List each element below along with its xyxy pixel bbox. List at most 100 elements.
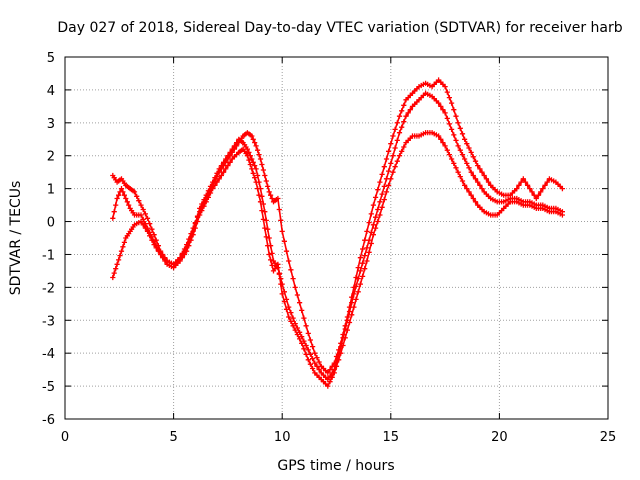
data-point bbox=[449, 126, 455, 132]
data-point bbox=[327, 373, 333, 379]
data-point bbox=[286, 304, 292, 310]
data-point bbox=[355, 276, 361, 282]
data-point bbox=[265, 226, 271, 232]
data-point bbox=[292, 321, 298, 327]
data-point bbox=[312, 350, 318, 356]
plot-frame bbox=[64, 56, 609, 420]
data-point bbox=[375, 218, 381, 225]
data-point bbox=[266, 251, 272, 258]
data-point bbox=[470, 172, 476, 179]
data-point bbox=[373, 194, 379, 200]
data-point bbox=[355, 265, 361, 271]
data-point bbox=[223, 166, 229, 172]
data-point bbox=[121, 192, 127, 198]
data-point bbox=[466, 189, 472, 195]
data-point bbox=[453, 113, 459, 119]
data-point bbox=[290, 315, 296, 321]
data-point bbox=[256, 179, 262, 185]
data-point bbox=[281, 238, 287, 244]
data-point bbox=[149, 234, 155, 240]
data-point bbox=[462, 182, 468, 188]
data-point bbox=[269, 250, 275, 256]
data-point bbox=[225, 163, 231, 169]
data-point bbox=[113, 266, 119, 272]
data-point bbox=[438, 103, 444, 109]
data-point bbox=[457, 125, 463, 131]
data-point bbox=[307, 361, 313, 367]
data-point bbox=[316, 359, 322, 365]
data-point bbox=[111, 270, 117, 276]
data-point bbox=[329, 370, 335, 376]
data-point bbox=[392, 164, 398, 170]
data-point bbox=[278, 217, 284, 223]
y-tick-label: 2 bbox=[47, 150, 55, 165]
data-point bbox=[116, 257, 122, 263]
data-point bbox=[142, 211, 148, 217]
data-point bbox=[260, 216, 266, 222]
data-point bbox=[303, 323, 309, 329]
data-point bbox=[442, 143, 448, 149]
data-point bbox=[294, 325, 300, 331]
data-point bbox=[468, 192, 474, 198]
data-point bbox=[305, 347, 311, 353]
data-point bbox=[283, 296, 290, 302]
y-tick-label: -1 bbox=[42, 248, 55, 263]
data-point bbox=[453, 137, 459, 143]
data-point bbox=[303, 342, 309, 349]
data-point bbox=[373, 214, 379, 220]
data-point bbox=[252, 175, 258, 181]
data-point bbox=[538, 189, 544, 195]
data-point bbox=[459, 178, 466, 184]
data-point bbox=[373, 225, 379, 231]
data-point bbox=[362, 253, 368, 259]
x-tick-label: 0 bbox=[61, 430, 69, 445]
data-point bbox=[472, 158, 479, 164]
data-point bbox=[120, 244, 126, 250]
data-point bbox=[305, 330, 311, 336]
data-point bbox=[466, 165, 472, 171]
data-point bbox=[314, 355, 320, 361]
grid bbox=[65, 57, 608, 419]
data-point bbox=[357, 255, 363, 261]
data-point bbox=[446, 152, 452, 158]
data-point bbox=[477, 166, 483, 172]
y-tick-label: -3 bbox=[42, 314, 55, 329]
data-point bbox=[190, 228, 196, 234]
data-point bbox=[338, 344, 344, 350]
x-tick-labels: 0 5 10 15 20 25 bbox=[61, 430, 616, 445]
data-point bbox=[394, 120, 400, 126]
data-point bbox=[381, 197, 387, 203]
data-point bbox=[218, 163, 224, 169]
data-point bbox=[266, 235, 272, 241]
data-point bbox=[283, 248, 290, 254]
data-point bbox=[307, 351, 313, 357]
data-point bbox=[360, 260, 366, 266]
data-point bbox=[257, 156, 264, 162]
data-point bbox=[544, 179, 550, 185]
data-point bbox=[151, 238, 157, 244]
data-point bbox=[184, 245, 190, 251]
data-point bbox=[386, 182, 392, 188]
data-point bbox=[451, 132, 457, 138]
data-point bbox=[483, 176, 489, 182]
data-point bbox=[333, 359, 340, 365]
data-point bbox=[310, 344, 316, 350]
data-point bbox=[472, 176, 479, 182]
data-point bbox=[253, 166, 259, 172]
data-point bbox=[142, 221, 148, 227]
data-point bbox=[366, 249, 372, 255]
data-point bbox=[446, 121, 452, 127]
x-tick-label: 20 bbox=[491, 430, 508, 445]
data-point bbox=[386, 148, 392, 154]
data-point bbox=[301, 315, 307, 321]
data-point bbox=[288, 318, 294, 324]
data-point bbox=[370, 222, 376, 228]
data-point bbox=[325, 376, 331, 383]
series-trace-3 bbox=[110, 90, 565, 383]
data-point bbox=[388, 160, 394, 166]
data-point bbox=[459, 131, 466, 137]
data-point bbox=[268, 192, 274, 198]
data-point bbox=[276, 270, 282, 276]
data-point bbox=[459, 152, 466, 158]
